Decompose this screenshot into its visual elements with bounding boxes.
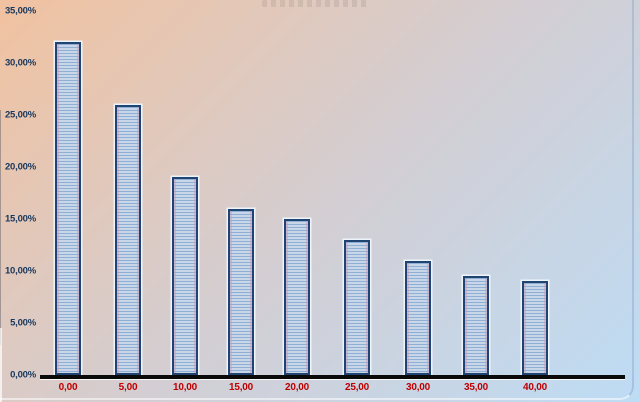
- x-axis-tick-label: 25,00: [344, 382, 370, 393]
- x-axis-tick-label: 10,00: [172, 382, 198, 393]
- bar: [522, 281, 548, 375]
- y-axis-tick-label: 30,00%: [4, 57, 36, 69]
- y-axis-tick-label: 0,00%: [10, 369, 36, 381]
- y-axis-tick-label: 15,00%: [4, 213, 36, 225]
- x-axis-tick-label: 0,00: [58, 382, 78, 393]
- bar: [463, 276, 489, 375]
- cropped-title-remnant: [262, 0, 370, 7]
- bar: [228, 208, 254, 375]
- x-axis-tick-label: 20,00: [284, 382, 310, 393]
- bar: [55, 42, 81, 375]
- y-axis-tick-label: 10,00%: [4, 265, 36, 277]
- x-axis-tick-label: 30,00: [405, 382, 431, 393]
- y-axis-tick-label: 25,00%: [4, 109, 36, 121]
- bar: [172, 177, 198, 375]
- left-edge-shadow: [0, 110, 1, 345]
- x-axis-tick-label: 35,00: [463, 382, 489, 393]
- x-axis-tick-label: 5,00: [118, 382, 138, 393]
- left-edge-highlight: [0, 328, 2, 402]
- bar: [115, 104, 141, 375]
- bar: [405, 260, 431, 375]
- x-axis-line: [40, 375, 625, 379]
- y-axis-tick-label: 5,00%: [10, 317, 36, 329]
- bar: [284, 219, 310, 375]
- x-axis-tick-label: 15,00: [228, 382, 254, 393]
- y-axis-tick-label: 20,00%: [4, 161, 36, 173]
- y-axis-tick-label: 35,00%: [4, 5, 36, 17]
- x-axis-highlight: [40, 378, 625, 380]
- bar: [344, 239, 370, 375]
- x-axis-tick-label: 40,00: [522, 382, 548, 393]
